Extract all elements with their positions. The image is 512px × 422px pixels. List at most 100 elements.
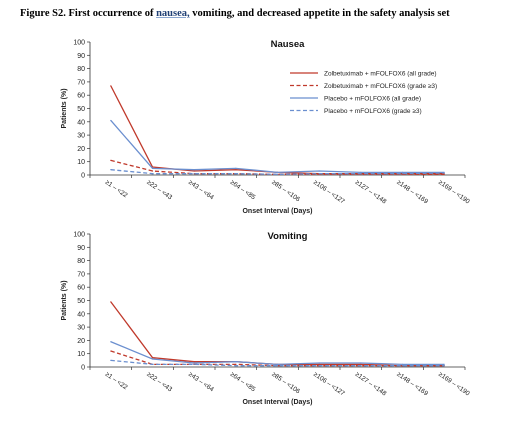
figure-title: Figure S2. First occurrence of nausea, v… (20, 8, 510, 19)
data-point (360, 173, 362, 175)
data-point (193, 169, 195, 171)
chart-title: Nausea (271, 39, 306, 50)
y-tick-label: 20 (77, 338, 85, 345)
data-point (360, 171, 362, 173)
data-point (318, 362, 320, 364)
data-point (401, 365, 404, 367)
data-point (193, 361, 195, 363)
data-point (110, 159, 112, 161)
legend-entry: Zolbetuximab + mFOLFOX6 (all grade) (324, 71, 437, 78)
x-tick-label: ≥43 – <64 (187, 371, 215, 394)
data-point (110, 341, 112, 343)
y-tick-label: 50 (77, 106, 85, 113)
data-point (235, 365, 237, 367)
data-point (401, 171, 404, 173)
y-tick-label: 100 (73, 40, 85, 47)
data-point (401, 173, 404, 175)
legend-entry: Placebo + mFOLFOX6 (all grade) (324, 96, 421, 103)
data-point (318, 170, 320, 172)
y-tick-label: 40 (77, 311, 85, 318)
y-tick-label: 0 (81, 365, 85, 372)
data-point (151, 358, 154, 360)
data-point (110, 359, 112, 361)
x-tick-label: ≥85 – <106 (270, 179, 301, 204)
x-tick-label: ≥22 – <43 (145, 371, 173, 394)
x-tick-label: ≥64 – <85 (229, 371, 257, 394)
data-point (318, 173, 320, 175)
x-tick-label: ≥148 – <169 (395, 179, 429, 206)
x-tick-label: ≥106 – <127 (312, 371, 346, 398)
data-point (443, 363, 445, 365)
data-point (443, 365, 445, 367)
data-point (235, 167, 237, 169)
data-point (151, 363, 154, 365)
y-tick-label: 40 (77, 119, 85, 126)
data-point (110, 85, 112, 87)
data-point (276, 365, 279, 367)
data-point (235, 361, 237, 363)
y-tick-label: 80 (77, 258, 85, 265)
series-line-1 (110, 350, 445, 367)
y-tick-label: 60 (77, 285, 85, 292)
y-tick-label: 0 (81, 173, 85, 180)
series-line-0 (110, 301, 445, 367)
data-point (443, 173, 445, 175)
series-line-3 (110, 359, 445, 367)
y-tick-label: 30 (77, 133, 85, 140)
chart-title: Vomiting (268, 231, 308, 242)
data-point (151, 167, 154, 169)
x-tick-label: ≥1 – <22 (104, 371, 129, 392)
data-point (443, 172, 445, 174)
y-tick-label: 30 (77, 325, 85, 332)
x-tick-label: ≥85 – <106 (270, 371, 301, 396)
x-tick-label: ≥106 – <127 (312, 179, 346, 206)
x-tick-label: ≥22 – <43 (145, 179, 173, 202)
x-tick-label: ≥64 – <85 (229, 179, 257, 202)
y-tick-label: 90 (77, 245, 85, 252)
x-tick-label: ≥169 – <190 (437, 179, 471, 206)
data-point (235, 173, 237, 175)
x-axis-label: Onset Interval (Days) (242, 208, 312, 215)
series-line-2 (110, 341, 445, 365)
y-tick-label: 50 (77, 298, 85, 305)
data-point (110, 350, 112, 352)
chart-nausea: 0 10 20 30 40 50 60 70 80 90 100 ≥1 – <22 ≥22 – <43 ≥… (61, 39, 471, 215)
y-tick-label: 80 (77, 66, 85, 73)
data-point (193, 363, 195, 365)
x-tick-label: ≥169 – <190 (437, 371, 471, 398)
data-point (276, 171, 279, 173)
data-point (151, 173, 154, 175)
data-point (235, 169, 237, 171)
x-tick-label: ≥43 – <64 (187, 179, 215, 202)
y-tick-label: 60 (77, 93, 85, 100)
x-tick-label: ≥127 – <148 (354, 371, 388, 398)
y-tick-label: 10 (77, 159, 85, 166)
chart-vomiting: 0 10 20 30 40 50 60 70 80 90 100 ≥1 – <22 ≥22 – <43 ≥… (61, 231, 471, 406)
data-point (151, 357, 154, 359)
data-point (193, 362, 195, 364)
figure-title-prefix: Figure S2. First occurrence of (20, 8, 157, 19)
y-tick-label: 20 (77, 146, 85, 153)
series-line-2 (110, 120, 445, 173)
y-tick-label: 10 (77, 351, 85, 358)
data-point (193, 170, 195, 172)
data-point (110, 169, 112, 171)
y-tick-label: 70 (77, 271, 85, 278)
x-tick-label: ≥148 – <169 (395, 371, 429, 398)
figure-title-highlight: nausea, (156, 8, 190, 19)
x-tick-label: ≥1 – <22 (104, 179, 129, 200)
data-point (318, 363, 320, 365)
data-point (193, 173, 195, 175)
y-tick-label: 100 (73, 232, 85, 239)
legend: Zolbetuximab + mFOLFOX6 (all grade) Zolbe… (290, 71, 437, 115)
data-point (110, 301, 112, 303)
x-tick-label: ≥127 – <148 (354, 179, 388, 206)
y-axis-label: Patients (%) (61, 280, 68, 320)
data-point (401, 363, 404, 365)
figure-title-suffix: vomiting, and decreased appetite in the … (189, 8, 450, 19)
series-line-3 (110, 169, 445, 175)
data-point (276, 173, 279, 175)
data-point (360, 362, 362, 364)
data-point (276, 363, 279, 365)
